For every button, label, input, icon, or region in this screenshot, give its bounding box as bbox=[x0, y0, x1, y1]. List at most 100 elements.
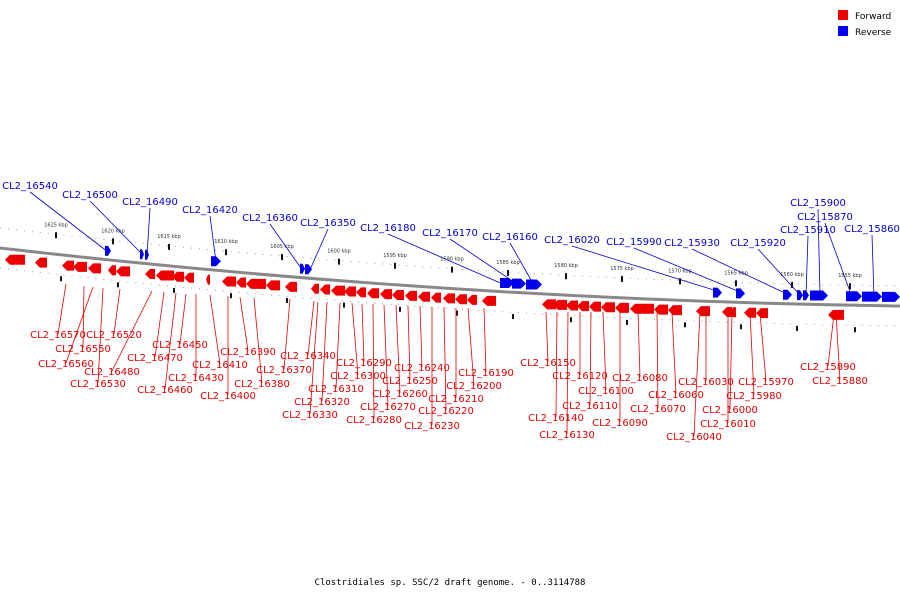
reverse-gene-arrow[interactable] bbox=[512, 278, 526, 289]
forward-gene-label[interactable]: CL2_16400 bbox=[200, 391, 256, 402]
reverse-gene-arrow[interactable] bbox=[140, 249, 144, 260]
forward-gene-arrow[interactable] bbox=[601, 302, 615, 313]
reverse-gene-label[interactable]: CL2_16490 bbox=[122, 197, 178, 208]
reverse-gene-arrow[interactable] bbox=[846, 291, 862, 302]
forward-gene-arrow[interactable] bbox=[455, 294, 467, 305]
forward-gene-label[interactable]: CL2_16190 bbox=[458, 368, 514, 379]
forward-gene-label[interactable]: CL2_16240 bbox=[394, 363, 450, 374]
forward-gene-label[interactable]: CL2_16120 bbox=[552, 371, 608, 382]
forward-gene-label[interactable]: CL2_16000 bbox=[702, 405, 758, 416]
forward-gene-arrow[interactable] bbox=[184, 272, 194, 283]
forward-gene-label[interactable]: CL2_16570 bbox=[30, 330, 86, 341]
forward-gene-label[interactable]: CL2_16040 bbox=[666, 432, 722, 443]
forward-gene-label[interactable]: CL2_16530 bbox=[70, 379, 126, 390]
forward-gene-label[interactable]: CL2_15980 bbox=[726, 391, 782, 402]
forward-gene-label[interactable]: CL2_16030 bbox=[678, 377, 734, 388]
forward-gene-arrow[interactable] bbox=[744, 307, 756, 318]
forward-gene-label[interactable]: CL2_16070 bbox=[630, 404, 686, 415]
forward-gene-label[interactable]: CL2_16130 bbox=[539, 430, 595, 441]
forward-gene-arrow[interactable] bbox=[577, 301, 589, 312]
reverse-gene-label[interactable]: CL2_16360 bbox=[242, 213, 298, 224]
reverse-gene-arrow[interactable] bbox=[810, 290, 828, 301]
forward-gene-label[interactable]: CL2_16080 bbox=[612, 373, 668, 384]
reverse-gene-label[interactable]: CL2_16500 bbox=[62, 190, 118, 201]
reverse-gene-label[interactable]: CL2_16420 bbox=[182, 205, 238, 216]
forward-gene-label[interactable]: CL2_16310 bbox=[308, 384, 364, 395]
forward-gene-label[interactable]: CL2_16250 bbox=[382, 376, 438, 387]
forward-gene-arrow[interactable] bbox=[756, 308, 768, 319]
forward-gene-arrow[interactable] bbox=[266, 280, 280, 291]
forward-gene-arrow[interactable] bbox=[206, 274, 210, 285]
forward-gene-label[interactable]: CL2_16470 bbox=[127, 353, 183, 364]
forward-gene-arrow[interactable] bbox=[553, 299, 567, 310]
forward-gene-arrow[interactable] bbox=[696, 306, 710, 317]
forward-gene-label[interactable]: CL2_16320 bbox=[294, 397, 350, 408]
forward-gene-arrow[interactable] bbox=[285, 281, 297, 292]
reverse-gene-arrow[interactable] bbox=[803, 290, 809, 301]
forward-gene-arrow[interactable] bbox=[35, 257, 47, 268]
forward-gene-arrow[interactable] bbox=[156, 270, 174, 281]
reverse-gene-label[interactable]: CL2_16180 bbox=[360, 223, 416, 234]
reverse-gene-label[interactable]: CL2_15870 bbox=[797, 212, 853, 223]
forward-gene-label[interactable]: CL2_16480 bbox=[84, 367, 140, 378]
reverse-gene-label[interactable]: CL2_16350 bbox=[300, 218, 356, 229]
forward-gene-arrow[interactable] bbox=[367, 288, 379, 299]
reverse-gene-arrow[interactable] bbox=[736, 288, 745, 299]
forward-gene-arrow[interactable] bbox=[542, 299, 556, 310]
reverse-gene-label[interactable]: CL2_16020 bbox=[544, 235, 600, 246]
forward-gene-arrow[interactable] bbox=[73, 261, 87, 272]
forward-gene-label[interactable]: CL2_16010 bbox=[700, 419, 756, 430]
reverse-gene-label[interactable]: CL2_15920 bbox=[730, 238, 786, 249]
forward-gene-arrow[interactable] bbox=[405, 290, 417, 301]
forward-gene-arrow[interactable] bbox=[418, 291, 430, 302]
forward-gene-arrow[interactable] bbox=[380, 289, 392, 300]
forward-gene-label[interactable]: CL2_16220 bbox=[418, 406, 474, 417]
forward-gene-arrow[interactable] bbox=[356, 287, 366, 298]
forward-gene-arrow[interactable] bbox=[482, 295, 496, 306]
reverse-gene-arrow[interactable] bbox=[105, 245, 111, 256]
forward-gene-arrow[interactable] bbox=[566, 300, 578, 311]
forward-gene-label[interactable]: CL2_16380 bbox=[234, 379, 290, 390]
forward-gene-label[interactable]: CL2_15970 bbox=[738, 377, 794, 388]
forward-gene-arrow[interactable] bbox=[116, 266, 130, 277]
forward-gene-label[interactable]: CL2_16290 bbox=[336, 358, 392, 369]
reverse-gene-label[interactable]: CL2_16160 bbox=[482, 232, 538, 243]
forward-gene-arrow[interactable] bbox=[108, 265, 116, 276]
forward-gene-label[interactable]: CL2_16560 bbox=[38, 359, 94, 370]
forward-gene-label[interactable]: CL2_16300 bbox=[330, 371, 386, 382]
forward-gene-arrow[interactable] bbox=[615, 302, 629, 313]
forward-gene-label[interactable]: CL2_16210 bbox=[428, 394, 484, 405]
forward-gene-label[interactable]: CL2_16150 bbox=[520, 358, 576, 369]
forward-gene-label[interactable]: CL2_16110 bbox=[562, 401, 618, 412]
forward-gene-arrow[interactable] bbox=[320, 284, 330, 295]
forward-gene-label[interactable]: CL2_16060 bbox=[648, 390, 704, 401]
reverse-gene-arrow[interactable] bbox=[713, 287, 722, 298]
reverse-gene-arrow[interactable] bbox=[305, 264, 312, 275]
reverse-gene-label[interactable]: CL2_15930 bbox=[664, 238, 720, 249]
reverse-gene-arrow[interactable] bbox=[797, 290, 803, 301]
forward-gene-arrow[interactable] bbox=[722, 306, 732, 317]
forward-gene-arrow[interactable] bbox=[344, 286, 356, 297]
forward-gene-arrow[interactable] bbox=[443, 293, 455, 304]
forward-gene-arrow[interactable] bbox=[730, 307, 736, 318]
reverse-gene-arrow[interactable] bbox=[300, 263, 305, 274]
forward-gene-label[interactable]: CL2_16520 bbox=[86, 330, 142, 341]
forward-gene-arrow[interactable] bbox=[246, 278, 266, 289]
forward-gene-label[interactable]: CL2_16090 bbox=[592, 418, 648, 429]
reverse-gene-arrow[interactable] bbox=[500, 277, 514, 288]
forward-gene-label[interactable]: CL2_16230 bbox=[404, 421, 460, 432]
forward-gene-label[interactable]: CL2_16200 bbox=[446, 381, 502, 392]
forward-gene-label[interactable]: CL2_16410 bbox=[192, 360, 248, 371]
forward-gene-arrow[interactable] bbox=[311, 283, 319, 294]
forward-gene-arrow[interactable] bbox=[331, 285, 345, 296]
reverse-gene-label[interactable]: CL2_15900 bbox=[790, 198, 846, 209]
forward-gene-label[interactable]: CL2_16100 bbox=[578, 386, 634, 397]
reverse-gene-arrow[interactable] bbox=[783, 289, 792, 300]
forward-gene-arrow[interactable] bbox=[62, 260, 74, 271]
forward-gene-label[interactable]: CL2_16140 bbox=[528, 413, 584, 424]
forward-gene-arrow[interactable] bbox=[431, 292, 441, 303]
reverse-gene-arrow[interactable] bbox=[882, 291, 900, 302]
forward-gene-label[interactable]: CL2_15890 bbox=[800, 362, 856, 373]
forward-gene-arrow[interactable] bbox=[392, 289, 404, 300]
forward-gene-label[interactable]: CL2_16330 bbox=[282, 410, 338, 421]
